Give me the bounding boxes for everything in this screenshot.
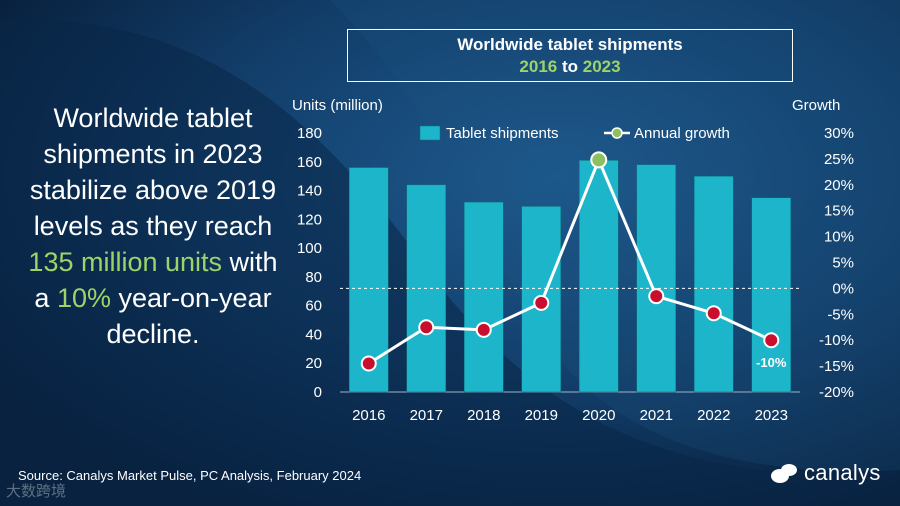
headline-part1: Worldwide tablet shipments in 2023 stabi… — [29, 103, 277, 241]
y-left-tick-label: 120 — [297, 211, 322, 228]
legend-bar-label: Tablet shipments — [446, 125, 559, 142]
y-axis-left-title: Units (million) — [292, 97, 383, 114]
y-left-tick-label: 160 — [297, 154, 322, 171]
y-left-tick-label: 0 — [314, 384, 322, 401]
x-tick-label: 2019 — [525, 407, 558, 424]
y-right-tick-label: 25% — [824, 151, 854, 168]
legend-bar-swatch — [419, 125, 441, 141]
subtitle-end-year: 2023 — [582, 57, 621, 76]
y-left-tick-label: 140 — [297, 183, 322, 200]
legend-line-label: Annual growth — [634, 125, 730, 142]
chart-subtitle: 2016 to 2023 — [348, 57, 792, 77]
x-tick-label: 2023 — [755, 407, 788, 424]
y-left-tick-label: 180 — [297, 125, 322, 142]
subtitle-start-year: 2016 — [519, 57, 558, 76]
growth-point-2017 — [418, 319, 435, 336]
growth-point-2020 — [590, 151, 608, 169]
growth-point-2018 — [475, 321, 492, 338]
y-left-tick-label: 20 — [305, 355, 322, 372]
bar-2020 — [578, 160, 619, 393]
y-left-tick-label: 40 — [305, 326, 322, 343]
growth-point-2016 — [360, 355, 377, 372]
headline-highlight-units: 135 million units — [28, 247, 223, 277]
y-right-tick-label: 0% — [832, 280, 854, 297]
headline-highlight-decline: 10% — [56, 283, 111, 313]
y-right-tick-label: -20% — [819, 384, 854, 401]
y-right-tick-label: -10% — [819, 332, 854, 349]
y-right-tick-label: -15% — [819, 358, 854, 375]
headline-part3: year-on-year decline. — [106, 283, 272, 349]
canalys-brand: canalys — [770, 458, 881, 488]
x-tick-label: 2021 — [640, 407, 673, 424]
y-right-tick-label: 30% — [824, 125, 854, 142]
headline-text: Worldwide tablet shipments in 2023 stabi… — [18, 100, 288, 352]
y-right-tick-label: 20% — [824, 177, 854, 194]
growth-point-2022 — [705, 305, 722, 322]
growth-line — [367, 155, 772, 365]
y-left-tick-label: 100 — [297, 240, 322, 257]
y-left-tick-label: 80 — [305, 269, 322, 286]
bar-2022 — [693, 175, 734, 393]
brand-name: canalys — [804, 460, 881, 485]
y-right-tick-label: -5% — [827, 306, 854, 323]
y-right-tick-label: 15% — [824, 203, 854, 220]
x-tick-label: 2018 — [467, 407, 500, 424]
growth-point-2023 — [763, 332, 780, 349]
subtitle-connector: to — [557, 57, 583, 76]
bar-2018 — [463, 201, 504, 393]
watermark: 大数跨境 — [6, 483, 67, 500]
y-left-tick-label: 60 — [305, 298, 322, 315]
x-tick-label: 2016 — [352, 407, 385, 424]
data-label-2023: -10% — [756, 355, 787, 370]
y-right-tick-label: 10% — [824, 229, 854, 246]
bar-2023 — [751, 197, 792, 393]
y-axis-right-title: Growth — [792, 97, 840, 114]
x-tick-label: 2017 — [410, 407, 443, 424]
chart-title-box: Worldwide tablet shipments 2016 to 2023 — [347, 29, 793, 82]
legend-point-swatch — [611, 127, 623, 139]
bar-2021 — [636, 164, 677, 393]
y-right-tick-label: 5% — [832, 255, 854, 272]
growth-point-2021 — [648, 288, 665, 305]
x-tick-label: 2022 — [697, 407, 730, 424]
chart-title: Worldwide tablet shipments — [457, 35, 683, 54]
x-tick-label: 2020 — [582, 407, 615, 424]
legend: Tablet shipments Annual growth — [419, 125, 730, 142]
canalys-logo-icon — [771, 464, 797, 483]
source-footer: Source: Canalys Market Pulse, PC Analysi… — [18, 468, 362, 483]
headline-part2: with a — [34, 247, 278, 313]
growth-point-2019 — [533, 294, 550, 311]
